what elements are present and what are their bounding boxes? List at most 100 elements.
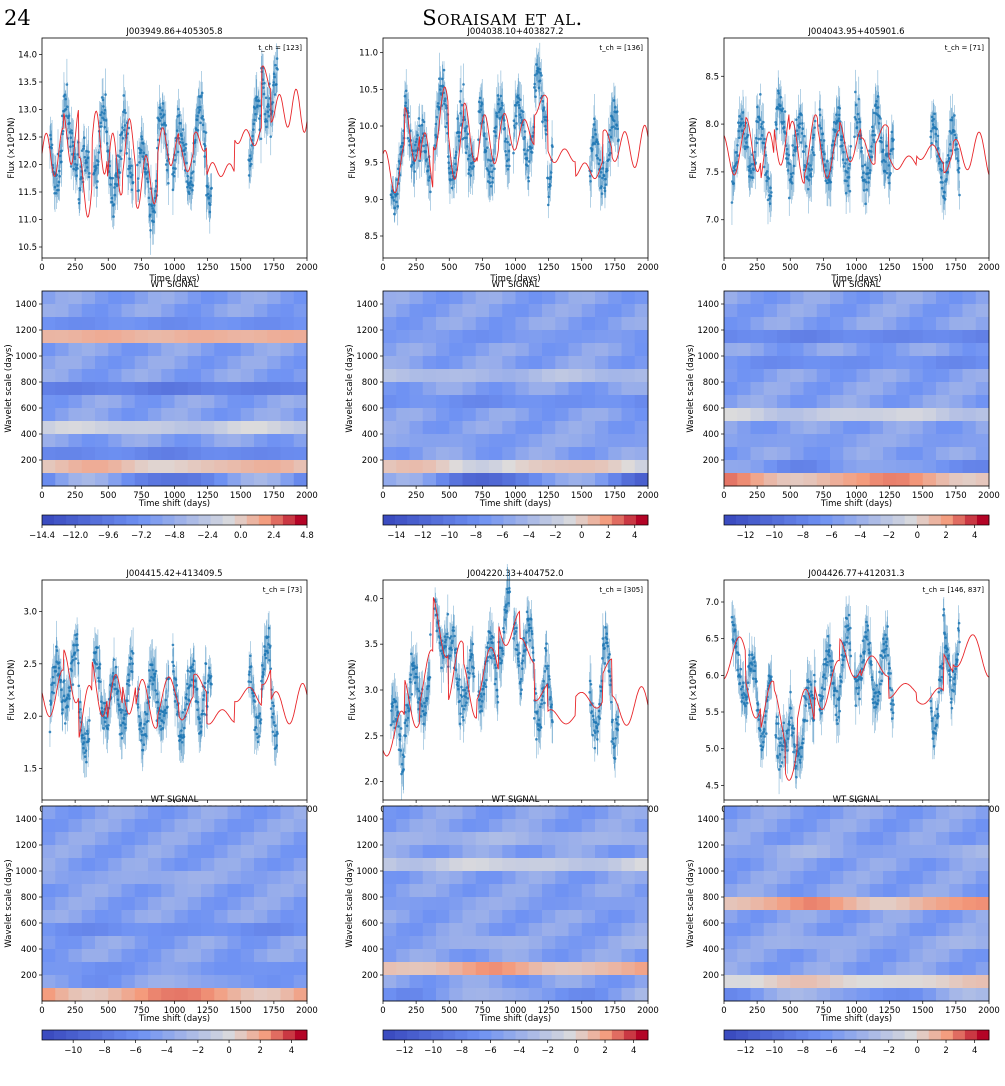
- lightcurve-3-ytick-label: 7.0: [705, 216, 719, 226]
- data-point: [821, 132, 825, 136]
- lightcurve-1-ytick-label: 13.5: [18, 78, 37, 88]
- data-point: [77, 661, 80, 665]
- lightcurve-5-ytick-label: 4.0: [364, 594, 378, 604]
- data-point: [112, 658, 116, 661]
- data-point: [617, 723, 620, 726]
- lightcurve-1-ytick-label: 14.0: [18, 51, 37, 61]
- data-point: [399, 727, 403, 730]
- data-point: [795, 118, 798, 122]
- data-point: [486, 146, 489, 149]
- data-point: [762, 120, 765, 124]
- data-point: [97, 160, 100, 163]
- data-point: [795, 775, 798, 779]
- data-point: [789, 690, 792, 694]
- data-point: [493, 167, 496, 171]
- data-point: [417, 117, 421, 120]
- data-point: [892, 138, 895, 141]
- data-point: [413, 170, 416, 173]
- data-point: [80, 149, 84, 152]
- lightcurve-3-x-tick-label: 1000: [846, 263, 868, 273]
- data-point: [954, 136, 958, 140]
- data-point: [460, 685, 463, 689]
- data-point: [608, 653, 611, 656]
- data-point: [879, 117, 882, 120]
- data-point: [204, 131, 208, 134]
- data-point: [589, 682, 593, 686]
- data-point: [458, 131, 461, 134]
- lightcurve-1-x-tick-label: 1500: [230, 263, 252, 273]
- data-point: [535, 738, 538, 741]
- data-point: [801, 737, 805, 741]
- lightcurve-2-ytick-label: 10.0: [359, 122, 378, 132]
- data-point: [596, 738, 599, 741]
- data-point: [783, 110, 787, 113]
- data-point: [596, 722, 600, 726]
- data-point: [745, 701, 749, 705]
- data-point: [779, 736, 783, 740]
- data-point: [812, 153, 816, 157]
- data-point: [755, 141, 759, 145]
- data-point: [274, 83, 278, 86]
- data-point: [758, 118, 762, 122]
- data-point: [857, 97, 861, 101]
- data-point: [452, 626, 455, 629]
- data-point: [192, 160, 196, 163]
- data-point: [128, 157, 132, 161]
- lightcurve-1-x-tick-label: 2000: [296, 263, 318, 273]
- data-point: [60, 688, 63, 692]
- lightcurve-2-ytick-label: 9.5: [364, 159, 378, 169]
- data-point: [188, 699, 191, 702]
- data-point: [775, 715, 779, 719]
- data-point: [87, 150, 90, 154]
- data-point: [544, 664, 548, 668]
- data-point: [59, 678, 63, 682]
- data-point: [103, 125, 106, 129]
- lightcurve-1-x-tick-label: 1750: [263, 263, 285, 273]
- data-point: [119, 711, 123, 714]
- data-point: [530, 151, 534, 154]
- data-point: [61, 129, 65, 133]
- lightcurve-4-model-curve: [41, 649, 308, 738]
- data-point: [956, 147, 959, 151]
- data-point: [804, 144, 808, 148]
- data-point: [809, 175, 813, 178]
- data-point: [780, 761, 784, 764]
- data-point: [551, 145, 554, 149]
- data-point: [738, 681, 742, 685]
- lightcurve-2-data: [389, 42, 620, 226]
- data-point: [69, 145, 72, 148]
- data-point: [191, 184, 195, 187]
- data-point: [63, 679, 66, 682]
- data-point: [84, 732, 87, 735]
- data-point: [730, 615, 734, 619]
- data-point: [742, 681, 745, 685]
- data-point: [459, 712, 462, 715]
- data-point: [199, 121, 202, 125]
- data-point: [887, 181, 891, 185]
- data-point: [849, 654, 853, 658]
- data-point: [172, 174, 176, 178]
- lightcurve-1-x-tick-label: 750: [133, 263, 149, 273]
- data-point: [930, 141, 933, 145]
- data-point: [164, 124, 168, 127]
- data-point: [274, 63, 277, 67]
- running-head: Soraisam et al.: [422, 6, 583, 30]
- data-point: [541, 120, 544, 123]
- data-point: [186, 174, 190, 178]
- data-point: [813, 119, 817, 123]
- data-point: [156, 138, 160, 142]
- lightcurve-2-x-tick-label: 1000: [505, 263, 527, 273]
- data-point: [958, 193, 961, 197]
- data-point: [491, 180, 494, 184]
- data-point: [164, 698, 168, 702]
- data-point: [615, 110, 619, 113]
- data-point: [147, 196, 151, 200]
- data-point: [52, 691, 56, 695]
- data-point: [416, 687, 419, 691]
- data-point: [123, 124, 127, 127]
- lightcurve-4-ytick-label: 3.0: [23, 607, 37, 617]
- data-point: [76, 649, 80, 652]
- data-point: [125, 152, 129, 155]
- lightcurve-6-ytick-label: 7.0: [705, 598, 719, 608]
